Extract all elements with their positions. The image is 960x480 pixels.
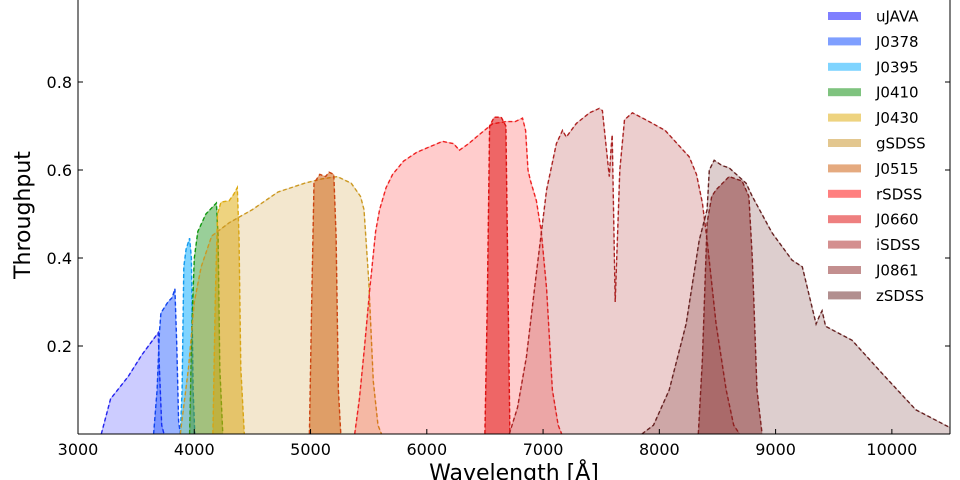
legend-item-iSDSS: iSDSS: [828, 236, 920, 254]
curve-J0660: [484, 116, 511, 435]
legend-swatch: [828, 12, 861, 20]
legend: uJAVA J0378 J0395 J0410 J0430 gSDSS J0515 rSDSS…: [828, 8, 926, 305]
legend-label: uJAVA: [876, 8, 919, 26]
x-tick-label: 8000: [639, 440, 680, 459]
series-uJAVA: [100, 330, 165, 435]
legend-swatch: [828, 113, 861, 122]
legend-item-rSDSS: rSDSS: [828, 185, 922, 203]
legend-item-J0861: J0861: [828, 262, 919, 280]
legend-swatch: [828, 215, 861, 224]
legend-swatch: [828, 240, 861, 249]
series-zSDSS: [640, 159, 951, 435]
y-axis-title: Throughput: [11, 151, 36, 280]
curve-J0430: [212, 184, 245, 435]
legend-swatch: [828, 88, 861, 97]
x-tick-label: 7000: [523, 440, 564, 459]
legend-label: iSDSS: [876, 236, 920, 254]
filter-areas: [100, 107, 951, 435]
x-tick-label: 10000: [866, 440, 917, 459]
legend-swatch: [828, 164, 861, 173]
legend-item-J0395: J0395: [828, 58, 919, 76]
x-tick-label: 3000: [58, 440, 99, 459]
legend-label: J0378: [875, 33, 919, 51]
legend-label: J0861: [875, 262, 919, 280]
x-tick-label: 6000: [406, 440, 447, 459]
legend-label: J0515: [875, 160, 919, 178]
series-J0430: [212, 184, 245, 435]
legend-item-J0660: J0660: [828, 211, 919, 229]
legend-label: J0430: [875, 109, 919, 127]
y-tick-label: 0.8: [47, 73, 72, 92]
curve-J0515: [308, 171, 342, 435]
legend-item-J0430: J0430: [828, 109, 919, 127]
x-tick-label: 5000: [290, 440, 331, 459]
legend-label: J0660: [875, 211, 919, 229]
curve-J0861: [697, 175, 763, 435]
legend-label: gSDSS: [876, 135, 926, 153]
legend-swatch: [828, 139, 861, 147]
y-tick-label: 0.4: [47, 249, 72, 268]
x-axis-title: Wavelength [Å]: [429, 459, 599, 480]
y-tick-label: 0.6: [47, 161, 72, 180]
legend-label: J0395: [875, 58, 919, 76]
series-J0378: [152, 288, 181, 435]
series-J0861: [697, 175, 763, 435]
y-tick-label: 0.2: [47, 337, 72, 356]
legend-label: rSDSS: [876, 185, 922, 203]
legend-swatch: [828, 37, 861, 46]
legend-swatch: [828, 62, 861, 71]
legend-swatch: [828, 189, 861, 198]
curve-zSDSS: [641, 159, 951, 435]
x-tick-label: 9000: [755, 440, 796, 459]
axes: 3000 4000 5000 6000 7000 8000 9000 10000 0.2 0.4 0…: [47, 0, 951, 459]
series-iSDSS: [508, 107, 741, 435]
x-tick-label: 4000: [174, 440, 215, 459]
legend-swatch: [828, 266, 861, 274]
legend-item-uJAVA: uJAVA: [828, 8, 919, 26]
series-J0660: [484, 116, 511, 435]
legend-swatch: [828, 291, 861, 300]
legend-label: zSDSS: [876, 287, 924, 305]
legend-item-zSDSS: zSDSS: [828, 287, 924, 305]
series-J0515: [308, 171, 342, 435]
legend-item-gSDSS: gSDSS: [828, 135, 926, 153]
legend-item-J0410: J0410: [828, 84, 919, 102]
series-rSDSS: [354, 117, 563, 435]
curve-rSDSS: [354, 117, 563, 435]
curve-J0395: [179, 237, 196, 435]
legend-item-J0378: J0378: [828, 33, 919, 51]
curve-uJAVA: [100, 330, 165, 435]
legend-item-J0515: J0515: [828, 160, 919, 178]
curve-J0378: [152, 288, 181, 435]
legend-label: J0410: [875, 84, 919, 102]
